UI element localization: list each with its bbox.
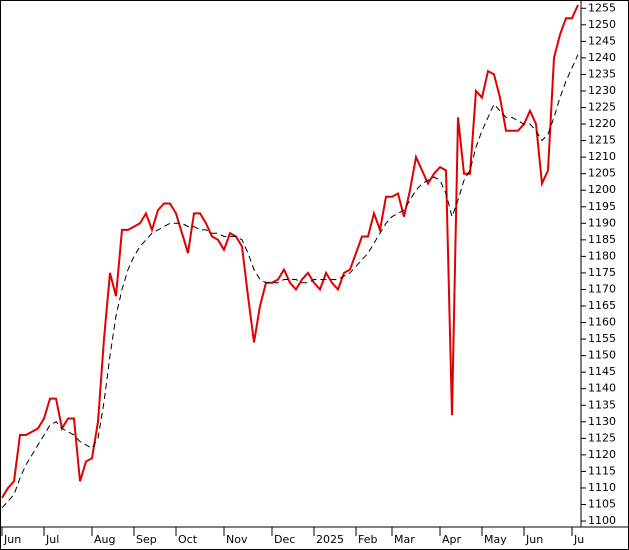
x-tick-label: Feb: [358, 533, 377, 546]
y-tick-label: 1235: [588, 67, 616, 80]
y-tick-label: 1150: [588, 349, 616, 362]
y-tick-label: 1120: [588, 448, 616, 461]
y-tick-label: 1160: [588, 316, 616, 329]
y-tick-label: 1185: [588, 233, 616, 246]
x-tick-label: Aug: [94, 533, 115, 546]
x-tick-label: Nov: [226, 533, 248, 546]
x-tick-label: Jun: [3, 533, 21, 546]
y-tick-label: 1155: [588, 332, 616, 345]
y-tick-label: 1205: [588, 167, 616, 180]
y-tick-label: 1100: [588, 514, 616, 527]
y-tick-label: 1170: [588, 282, 616, 295]
x-tick-label: Sep: [136, 533, 157, 546]
y-tick-label: 1255: [588, 1, 616, 14]
y-tick-label: 1245: [588, 34, 616, 47]
series-line: [1, 4, 579, 499]
y-tick-label: 1250: [588, 18, 616, 31]
y-tick-label: 1130: [588, 415, 616, 428]
y-tick-label: 1175: [588, 266, 616, 279]
y-tick-label: 1190: [588, 216, 616, 229]
y-tick-label: 1230: [588, 84, 616, 97]
series-line: [1, 54, 579, 509]
x-tick-label: 2025: [316, 533, 344, 546]
y-tick-label: 1145: [588, 365, 616, 378]
x-tick-label: Jun: [525, 533, 543, 546]
x-tick-label: Ju: [573, 533, 584, 546]
y-tick-label: 1135: [588, 398, 616, 411]
y-tick-label: 1105: [588, 497, 616, 510]
y-tick-label: 1210: [588, 150, 616, 163]
y-tick-label: 1110: [588, 481, 616, 494]
y-tick-label: 1140: [588, 382, 616, 395]
x-tick-label: Mar: [394, 533, 415, 546]
y-tick-label: 1215: [588, 134, 616, 147]
y-tick-label: 1240: [588, 51, 616, 64]
y-tick-label: 1180: [588, 249, 616, 262]
y-tick-label: 1225: [588, 101, 616, 114]
y-tick-label: 1115: [588, 464, 616, 477]
x-tick-label: Dec: [274, 533, 295, 546]
y-tick-label: 1195: [588, 200, 616, 213]
x-tick-label: Jul: [45, 533, 59, 546]
x-tick-label: May: [484, 533, 507, 546]
y-tick-label: 1200: [588, 183, 616, 196]
y-tick-label: 1165: [588, 299, 616, 312]
y-tick-label: 1220: [588, 117, 616, 130]
y-tick-label: 1125: [588, 431, 616, 444]
x-tick-label: Apr: [442, 533, 462, 546]
x-tick-label: Oct: [178, 533, 198, 546]
